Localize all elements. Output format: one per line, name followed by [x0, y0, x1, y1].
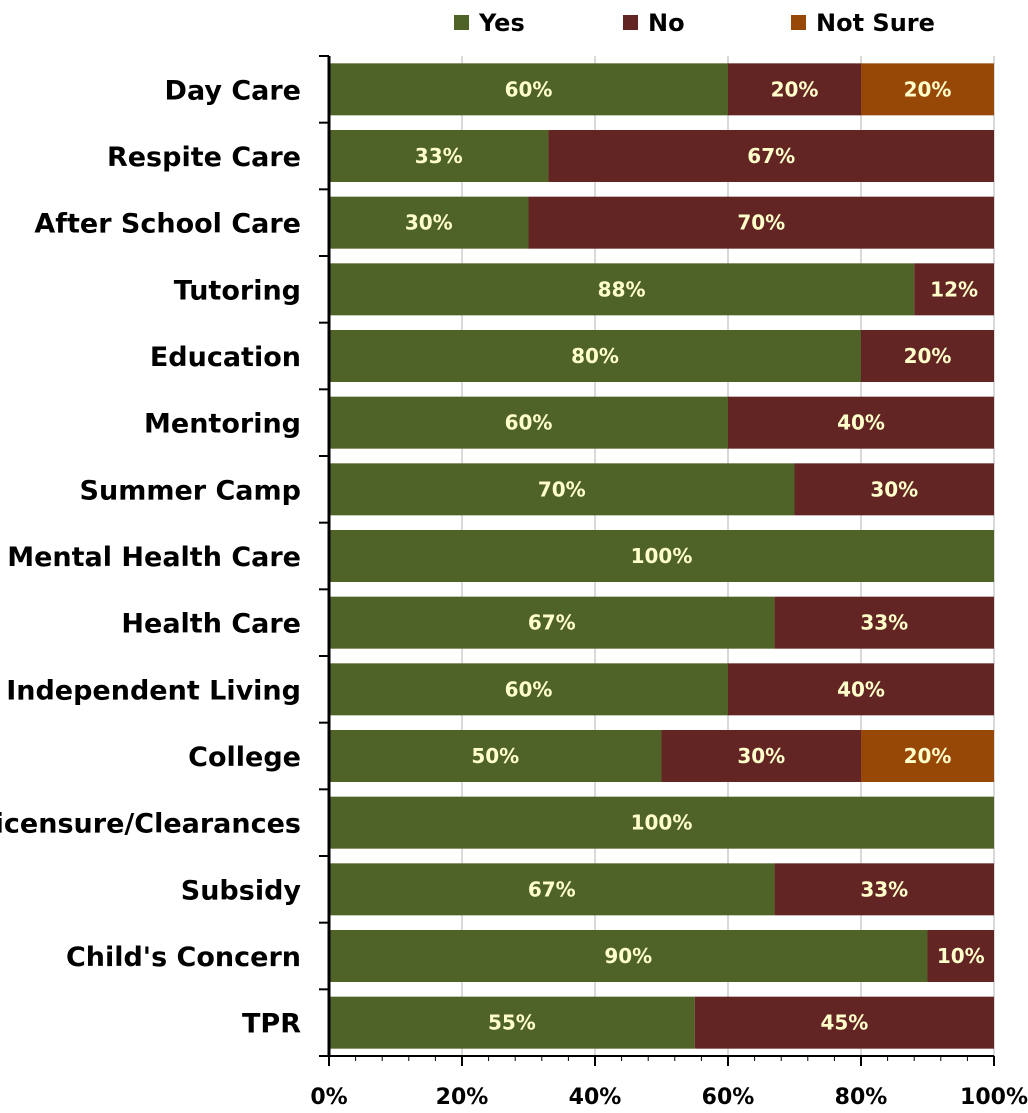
category-label: Summer Camp [80, 475, 301, 506]
bar-yes-7 [329, 530, 994, 582]
axes [319, 55, 995, 1066]
data-label: 50% [471, 744, 519, 768]
data-label: 30% [405, 211, 453, 235]
bar-yes-9 [329, 663, 728, 716]
legend-swatch-not-sure [791, 15, 806, 30]
x-tick-label: 80% [835, 1085, 888, 1110]
bar-yes-4 [329, 330, 861, 382]
category-label: Child's Concern [66, 942, 301, 973]
category-label: After School Care [34, 209, 301, 240]
legend-label-no: No [648, 9, 685, 37]
data-label: 45% [820, 1011, 868, 1035]
bar-no-2 [528, 196, 994, 249]
category-label: Health Care [121, 609, 301, 640]
data-label: 60% [505, 77, 553, 101]
legend: Yes No Not Sure [454, 9, 935, 37]
data-label: 90% [604, 944, 652, 968]
x-tick-label: 100% [960, 1085, 1028, 1110]
x-tick-label: 60% [702, 1085, 755, 1110]
data-label: 67% [528, 877, 576, 901]
data-label: 12% [930, 277, 978, 301]
bar-no-3 [914, 263, 994, 316]
bar-no-1 [548, 130, 994, 182]
bar-yes-6 [329, 463, 795, 516]
data-label: 70% [538, 477, 586, 501]
bar-no-14 [694, 996, 994, 1049]
bar-yes-2 [329, 196, 529, 249]
bar-yes-12 [329, 863, 775, 916]
bar-no-10 [661, 730, 861, 782]
bar-yes-5 [329, 396, 728, 449]
data-label: 33% [415, 144, 463, 168]
data-label: 40% [837, 677, 885, 701]
data-label: 80% [571, 344, 619, 368]
bar-no-4 [861, 330, 994, 382]
data-label: 70% [737, 211, 785, 235]
bar-yes-8 [329, 596, 775, 649]
bar-no-6 [794, 463, 994, 516]
bar-not-sure-0 [861, 63, 994, 116]
legend-label-not-sure: Not Sure [816, 9, 935, 37]
bar-no-12 [774, 863, 994, 916]
legend-swatch-yes [454, 15, 469, 30]
category-label: College [188, 742, 301, 773]
data-label: 30% [737, 744, 785, 768]
bar-no-5 [728, 396, 994, 449]
data-label: 67% [747, 144, 795, 168]
bar-yes-13 [329, 930, 928, 982]
bars: 60% 20% 20% 33% 67% 30% 70% 88% 12% 80% 20% 60% 40% 7… [329, 63, 994, 1049]
data-label: 60% [505, 677, 553, 701]
bar-no-8 [774, 596, 994, 649]
data-label: 40% [837, 411, 885, 435]
x-tick-labels: 0% 20% 40% 60% 80% 100% [310, 1085, 1028, 1110]
category-label: Day Care [165, 75, 301, 106]
bar-yes-14 [329, 996, 695, 1049]
data-label: 33% [860, 611, 908, 635]
category-label: Licensure/Clearances [0, 809, 301, 840]
data-label: 20% [771, 77, 819, 101]
legend-swatch-no [623, 15, 638, 30]
bar-yes-0 [329, 63, 728, 116]
x-tick-label: 20% [436, 1085, 489, 1110]
x-tick-label: 40% [569, 1085, 622, 1110]
data-label: 55% [488, 1011, 536, 1035]
category-label: Respite Care [107, 142, 301, 173]
bar-yes-10 [329, 730, 662, 782]
bar-yes-11 [329, 796, 994, 849]
category-label: Independent Living [6, 675, 301, 706]
bar-yes-3 [329, 263, 915, 316]
x-tick-label: 0% [310, 1085, 347, 1110]
data-label: 88% [598, 277, 646, 301]
data-label: 20% [904, 744, 952, 768]
data-label: 100% [631, 811, 693, 835]
category-label: Subsidy [181, 875, 302, 906]
bar-no-13 [927, 930, 994, 982]
data-label: 20% [904, 344, 952, 368]
category-labels: Day Care Respite Care After School Care Tut… [0, 75, 301, 1039]
category-label: Mentoring [144, 409, 301, 440]
bar-no-0 [728, 63, 861, 116]
data-label: 30% [870, 477, 918, 501]
category-label: TPR [242, 1009, 301, 1040]
data-label: 100% [631, 544, 693, 568]
data-label: 10% [937, 944, 985, 968]
data-label: 33% [860, 877, 908, 901]
category-label: Tutoring [174, 275, 301, 306]
category-label: Mental Health Care [7, 542, 301, 573]
category-label: Education [150, 342, 301, 373]
bar-not-sure-10 [861, 730, 994, 782]
bar-no-9 [728, 663, 994, 716]
data-label: 20% [904, 77, 952, 101]
data-label: 67% [528, 611, 576, 635]
legend-label-yes: Yes [478, 9, 525, 37]
data-label: 60% [505, 411, 553, 435]
bar-yes-1 [329, 130, 549, 182]
